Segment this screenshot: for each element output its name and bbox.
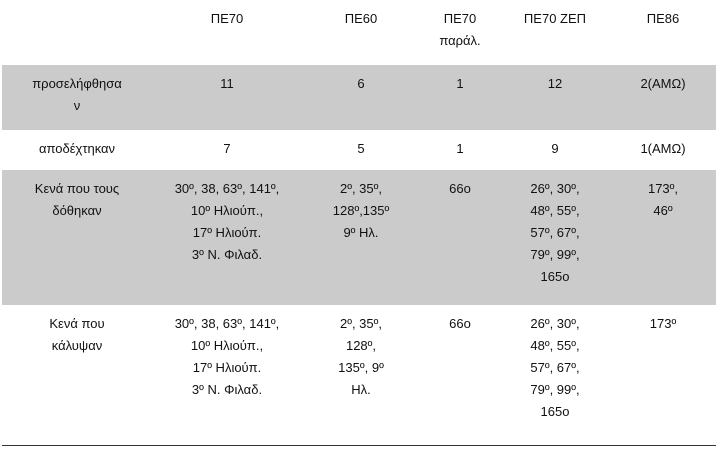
cell-line: 79º, 99º, — [530, 382, 580, 397]
table-cell: 30º, 38, 63º, 141º, 10º Ηλιούπ., 17º Ηλιού… — [152, 305, 302, 445]
table-row: προσελήφθησα ν 11 6 1 12 2(ΑΜΩ) — [2, 65, 716, 130]
cell-line: 10º Ηλιούπ., — [190, 338, 264, 353]
cell-line: παράλ. — [439, 33, 481, 48]
cell-line: 2º, 35º, — [339, 181, 383, 196]
table-row: αποδέχτηκαν 7 5 1 9 1(ΑΜΩ) — [2, 130, 716, 170]
cell-line: 48º, 55º, — [530, 203, 580, 218]
cell-line: 5 — [357, 141, 365, 156]
cell-line: 2º, 35º, — [339, 316, 383, 331]
cell-line: Κενά που τους — [34, 181, 120, 196]
cell-line: 1 — [456, 141, 464, 156]
cell-line: 66ο — [449, 316, 471, 331]
cell-line: 3º Ν. Φιλαδ. — [191, 247, 263, 262]
header-cell: ΠΕ70 — [152, 0, 302, 65]
cell-line: 30º, 38, 63º, 141º, — [174, 181, 280, 196]
cell-line: 173º, — [647, 181, 679, 196]
table-cell: 66ο — [420, 170, 500, 305]
cell-line: 26º, 30º, — [530, 181, 580, 196]
table-cell: 26º, 30º, 48º, 55º, 57º, 67º, 79º, 99º, 165ο — [500, 170, 610, 305]
cell-line: ΠΕ70 — [443, 11, 477, 26]
cell-line: 1(ΑΜΩ) — [640, 141, 686, 156]
corner-cell — [2, 0, 152, 65]
cell-line: 1 — [456, 76, 464, 91]
cell-line: 57º, 67º, — [530, 225, 580, 240]
cell-line: 79º, 99º, — [530, 247, 580, 262]
header-cell: ΠΕ70 ΖΕΠ — [500, 0, 610, 65]
table-cell: 7 — [152, 130, 302, 170]
cell-line: 128º,135º — [332, 203, 390, 218]
table-cell: 1 — [420, 65, 500, 130]
header-cell: ΠΕ70 παράλ. — [420, 0, 500, 65]
table-cell: 9 — [500, 130, 610, 170]
cell-line: 3º Ν. Φιλαδ. — [191, 382, 263, 397]
cell-line: 165ο — [540, 404, 570, 419]
table-cell: 66ο — [420, 305, 500, 445]
cell-line: ΠΕ70 — [210, 11, 244, 26]
row-label: προσελήφθησα ν — [2, 65, 152, 130]
table-cell: 2(ΑΜΩ) — [610, 65, 716, 130]
cell-line: 17º Ηλιούπ. — [192, 225, 262, 240]
header-cell: ΠΕ86 — [610, 0, 716, 65]
cell-line: 57º, 67º, — [530, 360, 580, 375]
cell-line: 135º, 9º — [338, 360, 384, 375]
table-cell: 1 — [420, 130, 500, 170]
table-cell: 11 — [152, 65, 302, 130]
cell-line: 17º Ηλιούπ. — [192, 360, 262, 375]
cell-line: 12 — [547, 76, 563, 91]
cell-line: 173º — [649, 316, 677, 331]
row-label: Κενά που τους δόθηκαν — [2, 170, 152, 305]
table-cell: 1(ΑΜΩ) — [610, 130, 716, 170]
cell-line: ΠΕ86 — [646, 11, 680, 26]
cell-line: αποδέχτηκαν — [38, 141, 116, 156]
cell-line: 6 — [357, 76, 365, 91]
header-cell: ΠΕ60 — [302, 0, 420, 65]
table-cell: 30º, 38, 63º, 141º, 10º Ηλιούπ., 17º Ηλιού… — [152, 170, 302, 305]
cell-line: ν — [73, 98, 81, 113]
cell-line: δόθηκαν — [52, 203, 102, 218]
cell-line: κάλυψαν — [51, 338, 103, 353]
cell-line: 2(ΑΜΩ) — [640, 76, 686, 91]
cell-line: 11 — [220, 76, 234, 91]
cell-line: 7 — [223, 141, 231, 156]
row-label: Κενά που κάλυψαν — [2, 305, 152, 445]
header-row: ΠΕ70 ΠΕ60 ΠΕ70 παράλ. ΠΕ70 ΖΕΠ ΠΕ86 — [2, 0, 716, 65]
cell-line: 46º — [653, 203, 673, 218]
table-cell: 26º, 30º, 48º, 55º, 57º, 67º, 79º, 99º, 165ο — [500, 305, 610, 445]
cell-line: 48º, 55º, — [530, 338, 580, 353]
row-label: αποδέχτηκαν — [2, 130, 152, 170]
cell-line: 165ο — [540, 269, 570, 284]
table-cell: 173º — [610, 305, 716, 445]
cell-line: 26º, 30º, — [530, 316, 580, 331]
table-cell: 2º, 35º, 128º, 135º, 9º Ηλ. — [302, 305, 420, 445]
cell-line: ΠΕ70 ΖΕΠ — [523, 11, 587, 26]
table-cell: 173º, 46º — [610, 170, 716, 305]
cell-line: 128º, — [345, 338, 377, 353]
cell-line: προσελήφθησα — [32, 76, 122, 91]
cell-line: 10º Ηλιούπ., — [190, 203, 264, 218]
cell-line: 30º, 38, 63º, 141º, — [174, 316, 280, 331]
table-cell: 2º, 35º, 128º,135º 9º Ηλ. — [302, 170, 420, 305]
cell-line: Ηλ. — [351, 382, 371, 397]
cell-line: 66ο — [449, 181, 471, 196]
table-cell: 12 — [500, 65, 610, 130]
table-row: Κενά που τους δόθηκαν 30º, 38, 63º, 141º, 1… — [2, 170, 716, 305]
cell-line: ΠΕ60 — [344, 11, 378, 26]
table-cell: 5 — [302, 130, 420, 170]
cell-line: Κενά που — [49, 316, 105, 331]
table-row: Κενά που κάλυψαν 30º, 38, 63º, 141º, 10º Ηλ… — [2, 305, 716, 445]
cell-line: 9 — [551, 141, 559, 156]
table-cell: 6 — [302, 65, 420, 130]
cell-line: 9º Ηλ. — [343, 225, 379, 240]
